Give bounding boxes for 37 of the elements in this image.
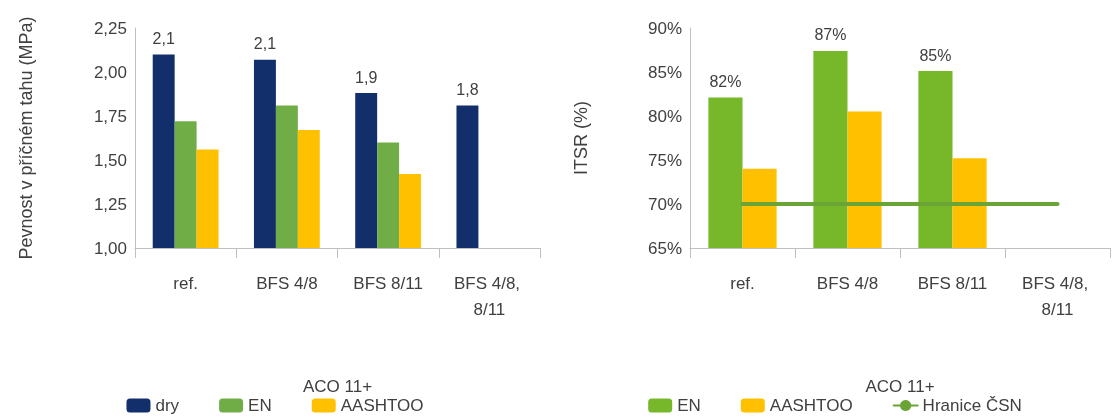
y-tick-label: 1,75 xyxy=(93,106,127,126)
x-tick-label: ref. xyxy=(173,273,198,293)
x-tick-label: BFS 4/8 xyxy=(256,273,318,293)
x-tick-label: BFS 4/8, 8/11 xyxy=(1022,273,1093,319)
data-label: 1,9 xyxy=(355,68,378,86)
legend-label: AASHTOO xyxy=(769,396,853,415)
y-tick-label: 2,00 xyxy=(93,62,127,82)
legend-label: EN xyxy=(677,396,701,415)
x-tick-label: BFS 8/11 xyxy=(917,273,988,293)
x-axis-title: ACO 11+ xyxy=(302,377,373,396)
data-label: 85% xyxy=(919,46,952,64)
legend-label: dry xyxy=(155,396,180,415)
data-label: 2,1 xyxy=(152,29,175,47)
y-axis-title: Pevnost v příčném tahu (MPa) xyxy=(16,16,36,260)
legend-label: EN xyxy=(248,396,272,415)
x-axis-title: ACO 11+ xyxy=(865,377,935,396)
data-label: 87% xyxy=(814,26,847,44)
y-tick-label: 70% xyxy=(647,194,682,214)
y-tick-label: 2,25 xyxy=(93,18,127,38)
x-tick-label: ref. xyxy=(730,273,755,293)
x-tick-label: BFS 4/8, 8/11 xyxy=(453,273,525,319)
x-tick-label: BFS 4/8 xyxy=(816,273,879,293)
y-tick-label: 1,25 xyxy=(93,194,127,214)
x-tick-label: BFS 8/11 xyxy=(353,273,423,293)
y-tick-label: 85% xyxy=(647,62,682,82)
y-tick-label: 65% xyxy=(647,238,682,258)
y-axis-title: ITSR (%) xyxy=(571,101,591,175)
data-label: 1,8 xyxy=(456,80,479,98)
y-tick-label: 1,00 xyxy=(93,238,127,258)
y-tick-label: 75% xyxy=(647,150,682,170)
data-label: 2,1 xyxy=(253,35,277,53)
y-tick-label: 1,50 xyxy=(93,150,127,170)
y-tick-label: 90% xyxy=(647,18,682,38)
data-label: 82% xyxy=(709,73,742,91)
legend-label: AASHTOO xyxy=(340,396,424,415)
y-tick-label: 80% xyxy=(647,106,682,126)
legend-label: Hranice ČSN xyxy=(922,396,1022,415)
